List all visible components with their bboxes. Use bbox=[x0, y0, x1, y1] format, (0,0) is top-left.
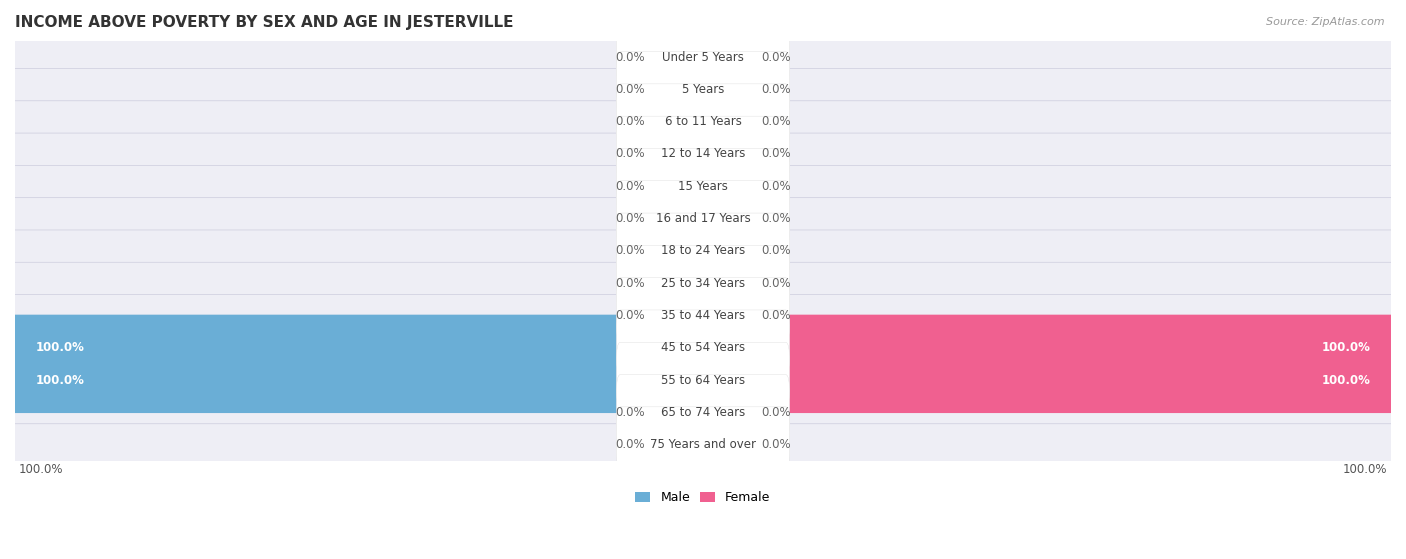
Text: 65 to 74 Years: 65 to 74 Years bbox=[661, 406, 745, 419]
FancyBboxPatch shape bbox=[650, 411, 709, 477]
Text: 0.0%: 0.0% bbox=[614, 180, 644, 193]
FancyBboxPatch shape bbox=[616, 19, 790, 83]
Text: 0.0%: 0.0% bbox=[762, 406, 792, 419]
FancyBboxPatch shape bbox=[616, 181, 790, 244]
FancyBboxPatch shape bbox=[697, 121, 756, 187]
Text: 0.0%: 0.0% bbox=[762, 438, 792, 451]
FancyBboxPatch shape bbox=[650, 186, 709, 252]
Text: 0.0%: 0.0% bbox=[762, 309, 792, 322]
FancyBboxPatch shape bbox=[697, 411, 756, 477]
FancyBboxPatch shape bbox=[697, 379, 756, 446]
FancyBboxPatch shape bbox=[13, 36, 1393, 78]
Text: 0.0%: 0.0% bbox=[762, 244, 792, 257]
Text: 0.0%: 0.0% bbox=[614, 406, 644, 419]
FancyBboxPatch shape bbox=[616, 342, 790, 405]
FancyBboxPatch shape bbox=[13, 424, 1393, 466]
FancyBboxPatch shape bbox=[650, 218, 709, 284]
Text: 0.0%: 0.0% bbox=[614, 115, 644, 128]
FancyBboxPatch shape bbox=[697, 315, 1396, 381]
FancyBboxPatch shape bbox=[13, 165, 1393, 207]
FancyBboxPatch shape bbox=[650, 88, 709, 155]
FancyBboxPatch shape bbox=[10, 315, 709, 381]
FancyBboxPatch shape bbox=[616, 375, 790, 438]
FancyBboxPatch shape bbox=[650, 153, 709, 219]
Text: 0.0%: 0.0% bbox=[762, 50, 792, 64]
FancyBboxPatch shape bbox=[697, 218, 756, 284]
Text: INCOME ABOVE POVERTY BY SEX AND AGE IN JESTERVILLE: INCOME ABOVE POVERTY BY SEX AND AGE IN J… bbox=[15, 15, 513, 30]
FancyBboxPatch shape bbox=[697, 88, 756, 155]
Text: 0.0%: 0.0% bbox=[614, 50, 644, 64]
Text: 0.0%: 0.0% bbox=[762, 83, 792, 96]
Text: 0.0%: 0.0% bbox=[762, 148, 792, 160]
FancyBboxPatch shape bbox=[13, 391, 1393, 433]
FancyBboxPatch shape bbox=[616, 213, 790, 276]
Text: 100.0%: 100.0% bbox=[1343, 463, 1388, 476]
FancyBboxPatch shape bbox=[697, 250, 756, 316]
FancyBboxPatch shape bbox=[10, 347, 709, 413]
FancyBboxPatch shape bbox=[616, 51, 790, 115]
FancyBboxPatch shape bbox=[697, 282, 756, 348]
FancyBboxPatch shape bbox=[650, 121, 709, 187]
FancyBboxPatch shape bbox=[616, 407, 790, 470]
Text: 0.0%: 0.0% bbox=[762, 180, 792, 193]
FancyBboxPatch shape bbox=[616, 149, 790, 212]
Text: Under 5 Years: Under 5 Years bbox=[662, 50, 744, 64]
FancyBboxPatch shape bbox=[616, 116, 790, 179]
Text: 0.0%: 0.0% bbox=[762, 212, 792, 225]
Text: 0.0%: 0.0% bbox=[614, 438, 644, 451]
FancyBboxPatch shape bbox=[650, 379, 709, 446]
Legend: Male, Female: Male, Female bbox=[630, 486, 776, 509]
FancyBboxPatch shape bbox=[697, 56, 756, 122]
FancyBboxPatch shape bbox=[13, 133, 1393, 175]
FancyBboxPatch shape bbox=[616, 245, 790, 309]
FancyBboxPatch shape bbox=[13, 295, 1393, 337]
Text: 0.0%: 0.0% bbox=[614, 148, 644, 160]
Text: 45 to 54 Years: 45 to 54 Years bbox=[661, 341, 745, 354]
Text: 100.0%: 100.0% bbox=[18, 463, 63, 476]
FancyBboxPatch shape bbox=[13, 101, 1393, 143]
Text: 0.0%: 0.0% bbox=[614, 309, 644, 322]
Text: 100.0%: 100.0% bbox=[35, 341, 84, 354]
FancyBboxPatch shape bbox=[697, 24, 756, 90]
FancyBboxPatch shape bbox=[13, 230, 1393, 272]
FancyBboxPatch shape bbox=[697, 153, 756, 219]
Text: 0.0%: 0.0% bbox=[762, 277, 792, 290]
Text: 0.0%: 0.0% bbox=[614, 212, 644, 225]
FancyBboxPatch shape bbox=[616, 84, 790, 147]
Text: 18 to 24 Years: 18 to 24 Years bbox=[661, 244, 745, 257]
FancyBboxPatch shape bbox=[13, 262, 1393, 304]
FancyBboxPatch shape bbox=[650, 56, 709, 122]
Text: 35 to 44 Years: 35 to 44 Years bbox=[661, 309, 745, 322]
FancyBboxPatch shape bbox=[697, 186, 756, 252]
FancyBboxPatch shape bbox=[13, 69, 1393, 110]
Text: 25 to 34 Years: 25 to 34 Years bbox=[661, 277, 745, 290]
Text: 0.0%: 0.0% bbox=[614, 83, 644, 96]
FancyBboxPatch shape bbox=[697, 347, 1396, 413]
Text: 75 Years and over: 75 Years and over bbox=[650, 438, 756, 451]
Text: 5 Years: 5 Years bbox=[682, 83, 724, 96]
FancyBboxPatch shape bbox=[13, 327, 1393, 368]
Text: Source: ZipAtlas.com: Source: ZipAtlas.com bbox=[1267, 17, 1385, 27]
Text: 100.0%: 100.0% bbox=[35, 373, 84, 386]
FancyBboxPatch shape bbox=[13, 198, 1393, 239]
Text: 55 to 64 Years: 55 to 64 Years bbox=[661, 373, 745, 386]
FancyBboxPatch shape bbox=[616, 278, 790, 341]
Text: 100.0%: 100.0% bbox=[1322, 373, 1371, 386]
Text: 0.0%: 0.0% bbox=[614, 277, 644, 290]
Text: 12 to 14 Years: 12 to 14 Years bbox=[661, 148, 745, 160]
FancyBboxPatch shape bbox=[650, 282, 709, 348]
Text: 6 to 11 Years: 6 to 11 Years bbox=[665, 115, 741, 128]
Text: 0.0%: 0.0% bbox=[614, 244, 644, 257]
Text: 16 and 17 Years: 16 and 17 Years bbox=[655, 212, 751, 225]
FancyBboxPatch shape bbox=[616, 310, 790, 373]
Text: 15 Years: 15 Years bbox=[678, 180, 728, 193]
FancyBboxPatch shape bbox=[13, 359, 1393, 401]
FancyBboxPatch shape bbox=[650, 250, 709, 316]
Text: 0.0%: 0.0% bbox=[762, 115, 792, 128]
Text: 100.0%: 100.0% bbox=[1322, 341, 1371, 354]
FancyBboxPatch shape bbox=[650, 24, 709, 90]
